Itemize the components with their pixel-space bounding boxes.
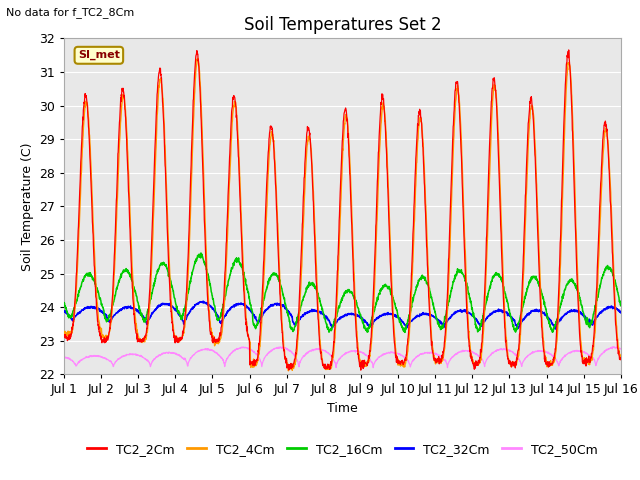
Title: Soil Temperatures Set 2: Soil Temperatures Set 2	[244, 16, 441, 34]
Legend: TC2_2Cm, TC2_4Cm, TC2_16Cm, TC2_32Cm, TC2_50Cm: TC2_2Cm, TC2_4Cm, TC2_16Cm, TC2_32Cm, TC…	[82, 438, 603, 461]
Y-axis label: Soil Temperature (C): Soil Temperature (C)	[20, 142, 33, 271]
Text: SI_met: SI_met	[78, 50, 120, 60]
X-axis label: Time: Time	[327, 402, 358, 415]
Text: No data for f_TC2_8Cm: No data for f_TC2_8Cm	[6, 7, 134, 18]
